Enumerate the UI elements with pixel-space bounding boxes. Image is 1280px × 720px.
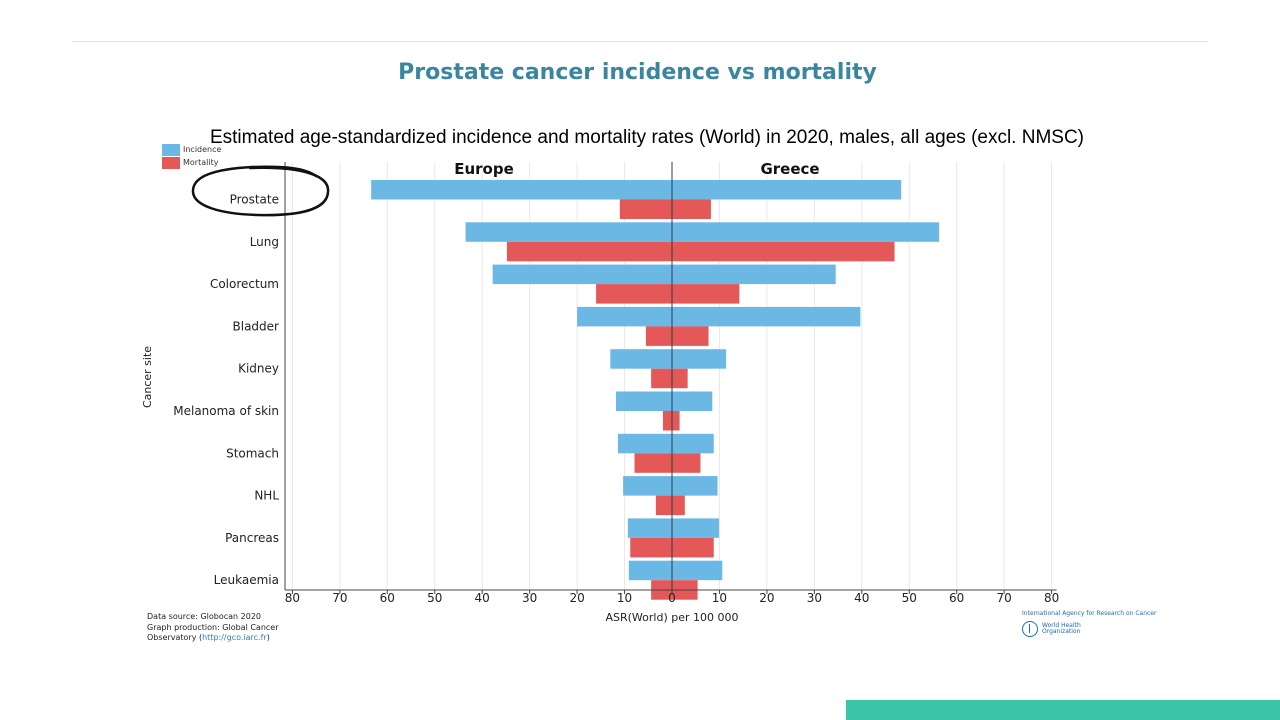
panel-label-europe: Europe — [454, 160, 514, 178]
legend-label-incidence: Incidence — [183, 145, 222, 154]
bar-greece-mortality-kidney — [672, 368, 688, 389]
legend: Incidence Mortality — [162, 144, 222, 169]
bar-greece-incidence-stomach — [672, 433, 714, 454]
data-source-line: Data source: Globocan 2020 — [147, 612, 262, 621]
x-tick-label: 50 — [902, 591, 917, 605]
bar-greece-mortality-melanoma-of-skin — [672, 411, 680, 431]
bar-greece-mortality-nhl — [672, 495, 685, 516]
bar-europe-incidence-nhl — [623, 476, 672, 496]
bar-greece-mortality-pancreas — [672, 537, 714, 558]
legend-swatch-incidence — [162, 144, 180, 156]
graph-production-line: Graph production: Global Cancer — [147, 622, 279, 632]
x-tick-label: 10 — [712, 591, 727, 605]
bar-layer — [371, 180, 940, 600]
bar-greece-incidence-prostate — [672, 180, 902, 200]
category-label: Stomach — [226, 446, 279, 460]
bar-greece-incidence-nhl — [672, 476, 718, 496]
bar-europe-mortality-melanoma-of-skin — [662, 411, 672, 431]
top-divider — [72, 41, 1208, 42]
x-tick-label: 30 — [522, 591, 537, 605]
bar-greece-mortality-lung — [672, 241, 895, 262]
category-label: Leukaemia — [214, 573, 279, 587]
bar-europe-mortality-prostate — [619, 199, 672, 219]
panel-label-greece: Greece — [760, 160, 819, 178]
category-label: Lung — [250, 235, 279, 249]
category-label: Prostate — [230, 193, 279, 207]
chart-title: Estimated age-standardized incidence and… — [210, 127, 1084, 148]
bar-greece-incidence-melanoma-of-skin — [672, 391, 713, 411]
category-label: Kidney — [238, 362, 279, 376]
x-tick-label: 0 — [668, 591, 676, 605]
x-tick-label: 60 — [949, 591, 964, 605]
x-axis-title: ASR(World) per 100 000 — [605, 611, 738, 624]
category-label-layer: Prostate Lung Colorectum Bladder Kidney Melan… — [173, 193, 279, 588]
x-tick-layer: 80 70 60 50 40 30 20 10 0 10 20 30 40 50 60 70 80 — [285, 590, 1059, 605]
bar-europe-mortality-pancreas — [630, 537, 672, 558]
x-tick-label: 50 — [427, 591, 442, 605]
observatory-suffix: ) — [266, 633, 270, 642]
x-tick-label: 60 — [380, 591, 395, 605]
x-tick-label: 40 — [475, 591, 490, 605]
bar-europe-incidence-colorectum — [492, 264, 672, 285]
x-tick-label: 70 — [997, 591, 1012, 605]
bottom-accent-bar — [846, 700, 1280, 720]
iarc-who-logo: International Agency for Research on Can… — [1022, 610, 1157, 637]
category-label: NHL — [254, 489, 279, 503]
category-label: Pancreas — [225, 531, 279, 545]
category-label: Melanoma of skin — [173, 404, 279, 418]
bar-europe-incidence-leukaemia — [628, 560, 672, 581]
observatory-prefix: Observatory ( — [147, 633, 203, 642]
bar-greece-incidence-bladder — [672, 306, 861, 327]
bar-greece-incidence-leukaemia — [672, 560, 723, 581]
who-emblem-icon — [1022, 621, 1038, 637]
bar-europe-incidence-lung — [465, 222, 672, 242]
x-tick-label: 40 — [854, 591, 869, 605]
y-axis-title: Cancer site — [141, 346, 154, 408]
bar-europe-mortality-bladder — [645, 326, 672, 346]
bar-europe-mortality-kidney — [651, 368, 672, 389]
legend-swatch-mortality — [162, 157, 180, 169]
bar-europe-incidence-pancreas — [627, 518, 672, 538]
category-label: Colorectum — [210, 277, 279, 291]
bar-greece-incidence-kidney — [672, 349, 727, 369]
bar-europe-mortality-lung — [506, 241, 672, 262]
bar-greece-mortality-colorectum — [672, 284, 740, 304]
bar-europe-mortality-colorectum — [596, 284, 672, 304]
x-tick-label: 10 — [617, 591, 632, 605]
bar-greece-mortality-prostate — [672, 199, 711, 219]
x-tick-label: 80 — [1044, 591, 1059, 605]
legend-label-mortality: Mortality — [183, 158, 219, 167]
x-tick-label: 30 — [807, 591, 822, 605]
observatory-line: Observatory (http://gco.iarc.fr) — [147, 633, 279, 644]
bar-europe-incidence-kidney — [610, 349, 672, 369]
bar-europe-incidence-bladder — [577, 306, 672, 327]
bar-greece-mortality-stomach — [672, 453, 701, 473]
bar-greece-incidence-colorectum — [672, 264, 836, 285]
slide-title: Prostate cancer incidence vs mortality — [398, 60, 877, 85]
iarc-name: International Agency for Research on Can… — [1022, 610, 1157, 617]
bar-europe-mortality-stomach — [634, 453, 672, 473]
gco-link[interactable]: http://gco.iarc.fr — [202, 633, 267, 642]
x-tick-label: 20 — [759, 591, 774, 605]
bar-europe-mortality-nhl — [655, 495, 672, 516]
bar-greece-incidence-pancreas — [672, 518, 719, 538]
bar-europe-incidence-melanoma-of-skin — [616, 391, 672, 411]
bar-greece-mortality-bladder — [672, 326, 709, 346]
bar-greece-incidence-lung — [672, 222, 940, 242]
data-source-note: Data source: Globocan 2020 Graph product… — [147, 612, 279, 644]
bar-europe-incidence-stomach — [617, 433, 672, 454]
x-tick-label: 70 — [332, 591, 347, 605]
prostate-highlight-circle — [191, 165, 330, 217]
bar-europe-incidence-prostate — [371, 180, 672, 200]
category-label: Bladder — [233, 319, 280, 333]
x-tick-label: 20 — [569, 591, 584, 605]
who-logo-row: World Health Organization — [1022, 621, 1152, 637]
who-name: World Health Organization — [1042, 621, 1081, 635]
x-tick-label: 80 — [285, 591, 300, 605]
